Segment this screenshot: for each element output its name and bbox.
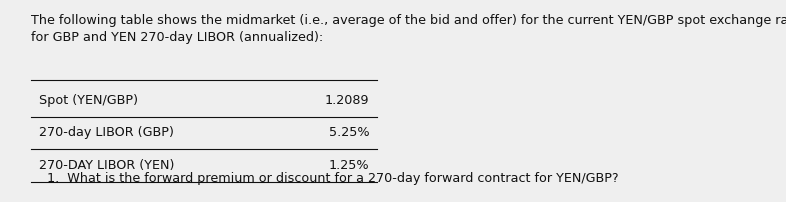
Text: 5.25%: 5.25% <box>329 126 369 139</box>
Text: 270-day LIBOR (GBP): 270-day LIBOR (GBP) <box>39 126 174 139</box>
Text: 1.2089: 1.2089 <box>325 94 369 106</box>
Text: 270-DAY LIBOR (YEN): 270-DAY LIBOR (YEN) <box>39 158 174 171</box>
Text: Spot (YEN/GBP): Spot (YEN/GBP) <box>39 94 138 106</box>
Text: 1.  What is the forward premium or discount for a 270-day forward contract for Y: 1. What is the forward premium or discou… <box>47 171 619 184</box>
Text: The following table shows the midmarket (i.e., average of the bid and offer) for: The following table shows the midmarket … <box>31 14 786 44</box>
Text: 1.25%: 1.25% <box>329 158 369 171</box>
